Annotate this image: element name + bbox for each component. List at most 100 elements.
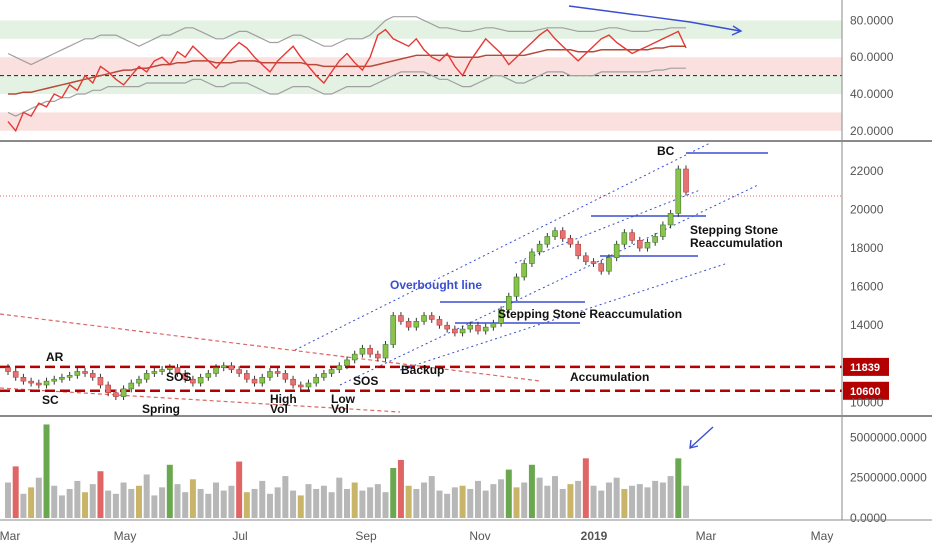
candle-body xyxy=(205,373,212,378)
candle-body xyxy=(244,373,250,380)
candle-body xyxy=(559,230,566,239)
candle-body xyxy=(97,376,104,386)
volume-bar xyxy=(128,488,135,518)
candle-body xyxy=(66,375,73,378)
price-tick-label: 16000 xyxy=(850,280,884,294)
candle-body xyxy=(452,328,458,334)
time-tick-label: May xyxy=(114,529,137,543)
rsi-band-0 xyxy=(0,20,842,39)
candle-body xyxy=(613,243,620,259)
price-tick-label: 14000 xyxy=(850,318,884,332)
candle-body xyxy=(498,309,504,324)
volume-bar xyxy=(536,477,543,518)
volume-tick-label: 2500000.0000 xyxy=(850,471,927,485)
volume-bar xyxy=(174,484,181,518)
volume-bar xyxy=(336,477,343,518)
high-vol-label-2: Vol xyxy=(270,402,288,416)
volume-bar xyxy=(43,424,50,518)
volume-bar xyxy=(251,488,258,518)
volume-bar xyxy=(5,482,11,518)
support-price-tag xyxy=(843,381,889,400)
candle-body xyxy=(598,263,605,272)
low-vol-label: Low xyxy=(331,392,356,406)
volume-bar xyxy=(521,482,528,518)
candle-body xyxy=(652,236,658,243)
candle-body xyxy=(536,243,543,253)
candle-body xyxy=(51,378,58,382)
rsi-divergence-arrowhead xyxy=(731,25,743,36)
candle-body xyxy=(251,378,258,384)
volume-bar xyxy=(112,493,119,518)
support-price-tag-label: 10600 xyxy=(850,386,881,398)
volume-bar xyxy=(528,464,535,518)
volume-bar xyxy=(490,484,497,518)
volume-bar xyxy=(683,485,689,518)
high-vol-label: High xyxy=(270,392,297,406)
volume-bar xyxy=(359,490,366,518)
spring-label: Spring xyxy=(142,402,180,416)
candle-body xyxy=(59,376,65,380)
volume-bar xyxy=(598,490,605,518)
volume-tick-label: 5000000.0000 xyxy=(850,430,927,444)
time-tick-label: Mar xyxy=(696,529,717,543)
candle-body xyxy=(89,373,96,378)
volume-bar xyxy=(143,474,150,518)
volume-bar xyxy=(182,492,189,518)
candle-body xyxy=(143,373,150,380)
rsi-band-1 xyxy=(0,57,842,76)
volume-bar xyxy=(228,485,235,518)
candle-body xyxy=(274,371,281,374)
candle-body xyxy=(428,315,435,320)
volume-bar xyxy=(667,476,674,518)
volume-bar xyxy=(320,485,327,518)
volume-bar xyxy=(636,484,643,518)
price-tick-label: 22000 xyxy=(850,164,884,178)
volume-bar xyxy=(482,490,489,518)
sos-label-2: SOS xyxy=(353,374,378,388)
candle-body xyxy=(5,367,11,372)
time-tick-label: Mar xyxy=(0,529,20,543)
volume-bar xyxy=(567,484,574,518)
volume-bar xyxy=(66,488,73,518)
candle-body xyxy=(467,324,474,330)
volume-bar xyxy=(28,487,35,518)
candle-body xyxy=(136,378,142,384)
volume-bar xyxy=(135,485,142,518)
bc-label: BC xyxy=(657,144,675,158)
rsi-tick-label: 60.0000 xyxy=(850,50,894,64)
channel-inner xyxy=(514,189,701,264)
volume-bar xyxy=(613,477,620,518)
candle-body xyxy=(482,326,489,332)
candle-body xyxy=(629,232,635,241)
candle-body xyxy=(12,371,19,378)
volume-bar xyxy=(590,485,597,518)
volume-bar xyxy=(20,493,27,518)
candle-body xyxy=(166,367,173,370)
candle-body xyxy=(213,367,219,374)
volume-bar xyxy=(459,485,466,518)
volume-bar xyxy=(397,459,404,518)
volume-bar xyxy=(313,488,320,518)
volume-bar xyxy=(629,485,636,518)
volume-tick-label: 0.0000 xyxy=(850,511,887,525)
candle-body xyxy=(583,255,589,262)
candle-body xyxy=(236,369,242,374)
volume-bar xyxy=(436,490,443,518)
price-panel xyxy=(0,142,842,413)
volume-bar xyxy=(498,479,505,518)
volume-bar xyxy=(652,480,659,518)
candle-body xyxy=(74,371,81,376)
time-tick-label: May xyxy=(811,529,834,543)
volume-bar xyxy=(405,485,412,518)
candle-body xyxy=(43,380,50,386)
candle-body xyxy=(367,348,373,355)
candle-body xyxy=(20,376,27,382)
volume-bar xyxy=(474,480,481,518)
channel-middle xyxy=(339,184,759,386)
annotation-layer xyxy=(0,0,932,521)
rsi-band-3 xyxy=(0,112,842,131)
volume-bar xyxy=(467,488,474,518)
ar-label: AR xyxy=(46,350,64,364)
candle-body xyxy=(436,319,443,326)
channel-upper xyxy=(294,142,711,351)
